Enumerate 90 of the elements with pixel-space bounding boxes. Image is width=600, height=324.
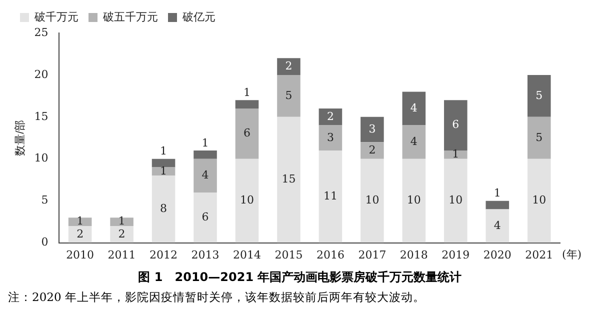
data-label: 2 bbox=[118, 227, 126, 240]
bar bbox=[235, 100, 259, 109]
data-label: 5 bbox=[536, 88, 543, 102]
bar bbox=[444, 150, 468, 159]
bar bbox=[402, 125, 426, 159]
x-axis-title: (年) bbox=[562, 248, 582, 262]
text: 图 1 2010—2021 年国产动画电影票房破千万元数量统计 bbox=[137, 269, 463, 286]
data-label: 8 bbox=[160, 202, 168, 216]
y-axis-title: 数量/部 bbox=[14, 120, 27, 156]
data-label: 10 bbox=[240, 194, 254, 207]
data-label: 2 bbox=[368, 143, 376, 156]
data-label: 4 bbox=[202, 168, 209, 182]
data-label: 4 bbox=[410, 134, 418, 148]
bar bbox=[360, 158, 384, 243]
bar bbox=[360, 142, 384, 159]
y-tick-label: 20 bbox=[34, 68, 48, 81]
data-label: 6 bbox=[452, 118, 460, 132]
data-label: 1 bbox=[202, 136, 209, 150]
data-label: 10 bbox=[406, 194, 421, 207]
x-tick-label: 2020 bbox=[483, 248, 512, 262]
data-label: 10 bbox=[448, 194, 463, 207]
data-label: 4 bbox=[410, 101, 418, 114]
bar bbox=[486, 209, 510, 243]
data-label: 4 bbox=[494, 218, 501, 232]
x-tick-label: 2010 bbox=[66, 248, 94, 262]
bar bbox=[152, 176, 176, 243]
x-tick-label: 2018 bbox=[400, 248, 428, 262]
bar bbox=[402, 158, 426, 243]
y-tick-label: 5 bbox=[41, 194, 48, 207]
bar bbox=[318, 125, 342, 150]
bar bbox=[110, 226, 134, 243]
x-tick-label: 2014 bbox=[233, 248, 261, 262]
bar bbox=[277, 58, 300, 75]
data-label: 10 bbox=[532, 194, 546, 207]
x-tick-label: 2021 bbox=[525, 248, 554, 262]
data-label: 2 bbox=[326, 110, 334, 123]
bar bbox=[68, 218, 92, 226]
data-label: 1 bbox=[494, 186, 501, 200]
data-label: 1 bbox=[244, 86, 250, 99]
data-label: 5 bbox=[285, 88, 292, 102]
data-label: 3 bbox=[326, 130, 334, 144]
bar bbox=[277, 74, 300, 117]
bar bbox=[318, 108, 342, 126]
data-label: 6 bbox=[244, 126, 250, 140]
x-tick-label: 2013 bbox=[191, 248, 220, 262]
data-label: 2 bbox=[285, 59, 292, 72]
bar bbox=[235, 108, 259, 159]
y-tick-label: 0 bbox=[41, 236, 48, 249]
bar bbox=[444, 158, 468, 243]
bar bbox=[194, 192, 217, 243]
data-label: 15 bbox=[282, 172, 296, 186]
data-label: 6 bbox=[202, 210, 209, 224]
bar bbox=[402, 92, 426, 126]
bar bbox=[527, 116, 551, 159]
data-label: 3 bbox=[368, 122, 376, 136]
y-tick-label: 15 bbox=[34, 110, 48, 123]
data-label: 10 bbox=[365, 194, 380, 207]
bar bbox=[360, 116, 384, 142]
legend-label: 破千万元 bbox=[34, 10, 78, 24]
data-label: 1 bbox=[452, 148, 460, 161]
x-tick-label: 2015 bbox=[274, 248, 303, 262]
bar bbox=[68, 226, 92, 243]
y-tick-label: 10 bbox=[34, 152, 48, 165]
bar bbox=[486, 200, 510, 210]
bar bbox=[235, 158, 259, 243]
data-label: 1 bbox=[76, 214, 84, 228]
bar bbox=[444, 100, 468, 150]
data-label: 2 bbox=[76, 227, 84, 240]
bar bbox=[110, 218, 134, 226]
legend-label: 破五千万元 bbox=[102, 10, 158, 24]
y-tick-label: 25 bbox=[34, 26, 48, 39]
bar bbox=[152, 158, 176, 168]
x-tick-label: 2011 bbox=[108, 248, 136, 262]
text: 注：2020 年上半年，影院因疫情暂时关停，该年数据较前后两年有较大波动。 bbox=[8, 289, 426, 306]
legend-label: 破亿元 bbox=[182, 10, 216, 24]
bar bbox=[318, 150, 342, 243]
x-tick-label: 2012 bbox=[150, 248, 178, 262]
data-label: 1 bbox=[118, 214, 126, 228]
x-tick-label: 2019 bbox=[442, 248, 470, 262]
bar bbox=[527, 74, 551, 117]
data-label: 1 bbox=[160, 164, 168, 178]
x-tick-label: 2017 bbox=[358, 248, 386, 262]
bar bbox=[194, 150, 217, 159]
data-label: 11 bbox=[323, 190, 338, 203]
bar bbox=[277, 116, 300, 243]
bar bbox=[194, 158, 217, 192]
data-label: 5 bbox=[536, 130, 543, 144]
x-tick-label: 2016 bbox=[316, 248, 344, 262]
bar bbox=[527, 158, 551, 243]
data-label: 1 bbox=[160, 144, 168, 158]
